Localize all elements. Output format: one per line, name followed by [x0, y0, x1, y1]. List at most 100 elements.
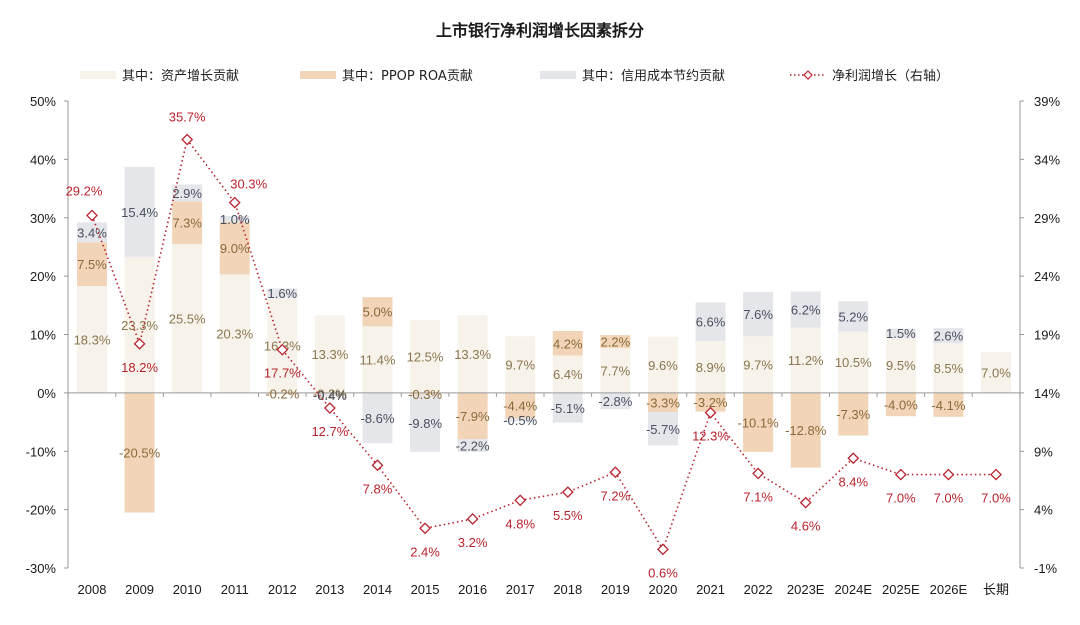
line-value-label: 18.2%: [121, 360, 158, 375]
line-value-label: 7.0%: [981, 491, 1011, 506]
bar-segment: [77, 242, 107, 287]
x-category-label: 2011: [221, 582, 249, 597]
line-marker-diamond: [847, 452, 860, 465]
bar-segment: [362, 392, 393, 444]
bar-value-label: 25.5%: [169, 311, 206, 326]
left-tick-label: 20%: [30, 269, 56, 284]
right-tick-label: 24%: [1034, 269, 1060, 284]
bar-segment: [695, 392, 726, 412]
x-category-label: 2022: [744, 582, 773, 597]
right-tick-label: 19%: [1034, 328, 1060, 343]
x-category-label: 2008: [78, 582, 107, 597]
line-value-label: 7.0%: [934, 491, 964, 506]
bar-value-label: -9.8%: [408, 416, 442, 431]
bar-value-label: 5.2%: [838, 309, 868, 324]
bar-segment: [885, 337, 916, 393]
bar-segment: [77, 286, 107, 393]
bar-segment: [124, 392, 155, 513]
bar-value-label: -0.4%: [313, 388, 347, 403]
line-value-label: 3.2%: [458, 535, 488, 550]
line-marker-diamond: [799, 496, 812, 509]
bar-segment: [552, 355, 583, 393]
x-category-label: 2026E: [930, 582, 968, 597]
legend-label: 其中：信用成本节约贡献: [582, 69, 725, 84]
bar-value-label: 7.5%: [77, 257, 107, 272]
legend-swatch: [80, 71, 116, 79]
bar-segment: [743, 336, 774, 393]
bar-segment: [505, 418, 536, 422]
bar-value-label: 11.4%: [360, 353, 396, 368]
right-tick-label: 29%: [1034, 211, 1060, 226]
bar-value-label: 2.9%: [172, 186, 202, 201]
line-marker-diamond: [419, 522, 431, 535]
line-value-label: 30.3%: [230, 177, 267, 192]
bar-value-label: -5.7%: [646, 422, 680, 437]
bar-segment: [314, 392, 345, 395]
bar-segment: [314, 394, 345, 397]
bar-segment: [647, 412, 678, 446]
bar-value-label: 9.6%: [648, 358, 678, 373]
x-category-label: 2023E: [787, 582, 825, 597]
bar-segment: [124, 166, 155, 257]
left-tick-label: 40%: [30, 152, 56, 167]
bar-value-label: -4.4%: [503, 399, 537, 414]
line-value-label: 2.4%: [410, 544, 440, 559]
bar-value-label: 4.2%: [553, 336, 583, 351]
left-tick-label: -10%: [26, 444, 57, 459]
bar-segment: [457, 438, 488, 452]
x-category-label: 2010: [173, 582, 202, 597]
bar-segment: [552, 392, 583, 423]
legend-label: 其中：资产增长贡献: [122, 69, 239, 84]
line-marker-diamond: [323, 402, 336, 414]
bar-segment: [410, 319, 441, 393]
right-tick-label: 4%: [1034, 503, 1053, 518]
bar-value-label: 2.2%: [601, 335, 631, 350]
bar-value-label: 6.2%: [791, 302, 821, 317]
bar-segment: [219, 274, 250, 393]
bar-segment: [790, 392, 821, 468]
bar-value-label: -0.2%: [265, 386, 299, 401]
left-tick-label: 30%: [30, 211, 56, 226]
bar-value-label: 9.5%: [886, 358, 916, 373]
bar-value-label: 13.3%: [454, 347, 491, 362]
bar-value-label: -4.0%: [884, 398, 918, 413]
right-tick-label: 14%: [1034, 386, 1060, 401]
bar-segment: [743, 291, 774, 337]
bar-value-label: 5.0%: [363, 305, 393, 320]
bar-value-label: 7.7%: [601, 363, 631, 378]
line-value-label: 7.2%: [601, 488, 631, 503]
x-category-label: 长期: [983, 582, 1009, 597]
bar-value-label: 6.4%: [553, 367, 583, 382]
line-marker-diamond: [894, 468, 907, 481]
x-category-label: 2012: [268, 582, 297, 597]
bar-segment: [124, 256, 155, 393]
bar-value-label: -0.2%: [313, 386, 347, 401]
bar-value-label: -8.6%: [360, 411, 394, 426]
bar-value-label: -0.3%: [408, 387, 442, 402]
bar-segment: [933, 328, 964, 344]
bar-value-label: 8.5%: [934, 361, 964, 376]
x-category-label: 2018: [553, 582, 582, 597]
bar-segment: [172, 244, 203, 393]
line-value-label: 5.5%: [553, 508, 583, 523]
bar-segment: [505, 392, 536, 419]
bar-value-label: 13.3%: [311, 347, 348, 362]
chart-title: 上市银行净利润增长因素拆分: [436, 21, 644, 40]
left-tick-label: -30%: [26, 561, 57, 576]
bar-value-label: -5.1%: [551, 401, 585, 416]
bar-segment: [695, 340, 726, 393]
bar-segment: [552, 330, 583, 356]
bar-value-label: -2.8%: [598, 394, 632, 409]
line-marker-diamond: [561, 486, 574, 499]
bar-segment: [933, 392, 964, 417]
line-value-label: 29.2%: [66, 183, 103, 198]
bar-value-label: -20.5%: [119, 446, 161, 461]
bar-labels-layer: 18.3% 7.5% 3.4% 23.3% -20.5% 15.4% 25.5% 7.3% 2.…: [74, 186, 1012, 461]
bar-segment: [219, 221, 250, 275]
legend-diamond-icon: [803, 70, 813, 80]
line-value-label: 17.7%: [264, 366, 301, 381]
right-tick-label: 39%: [1034, 94, 1060, 109]
line-value-label: 12.3%: [692, 429, 729, 444]
line-marker-diamond: [86, 209, 98, 222]
bar-value-label: -7.3%: [836, 407, 870, 422]
